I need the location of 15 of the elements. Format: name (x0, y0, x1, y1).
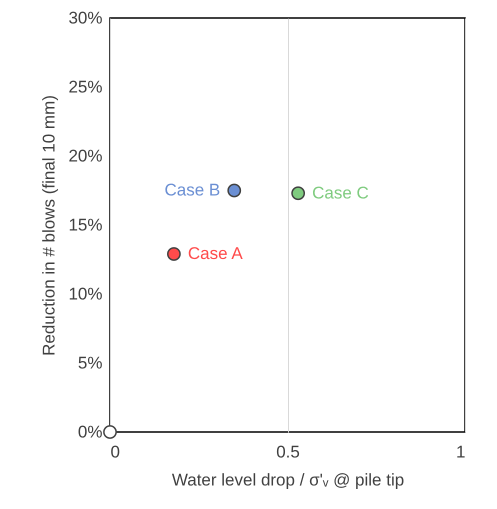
y-tick-label: 5% (78, 354, 102, 372)
x-tick-label: 0 (110, 442, 120, 462)
x-tick-label: 0.5 (276, 442, 300, 462)
series-label: Case B (164, 180, 220, 200)
y-axis-title: Reduction in # blows (final 10 mm) (39, 95, 58, 356)
y-tick-label: 20% (68, 146, 102, 166)
series-label: Case C (312, 183, 369, 202)
y-tick-label: 0% (78, 422, 102, 442)
y-tick-label: 30% (68, 8, 102, 28)
x-tick-label: 1 (456, 442, 466, 462)
y-tick-label: 25% (68, 78, 102, 96)
x-axis-title: Water level drop / σ'ᵥ @ pile tip (172, 470, 404, 490)
y-tick-label: 10% (68, 284, 102, 304)
y-tick-label: 15% (68, 216, 102, 234)
series-label: Case A (188, 244, 244, 263)
